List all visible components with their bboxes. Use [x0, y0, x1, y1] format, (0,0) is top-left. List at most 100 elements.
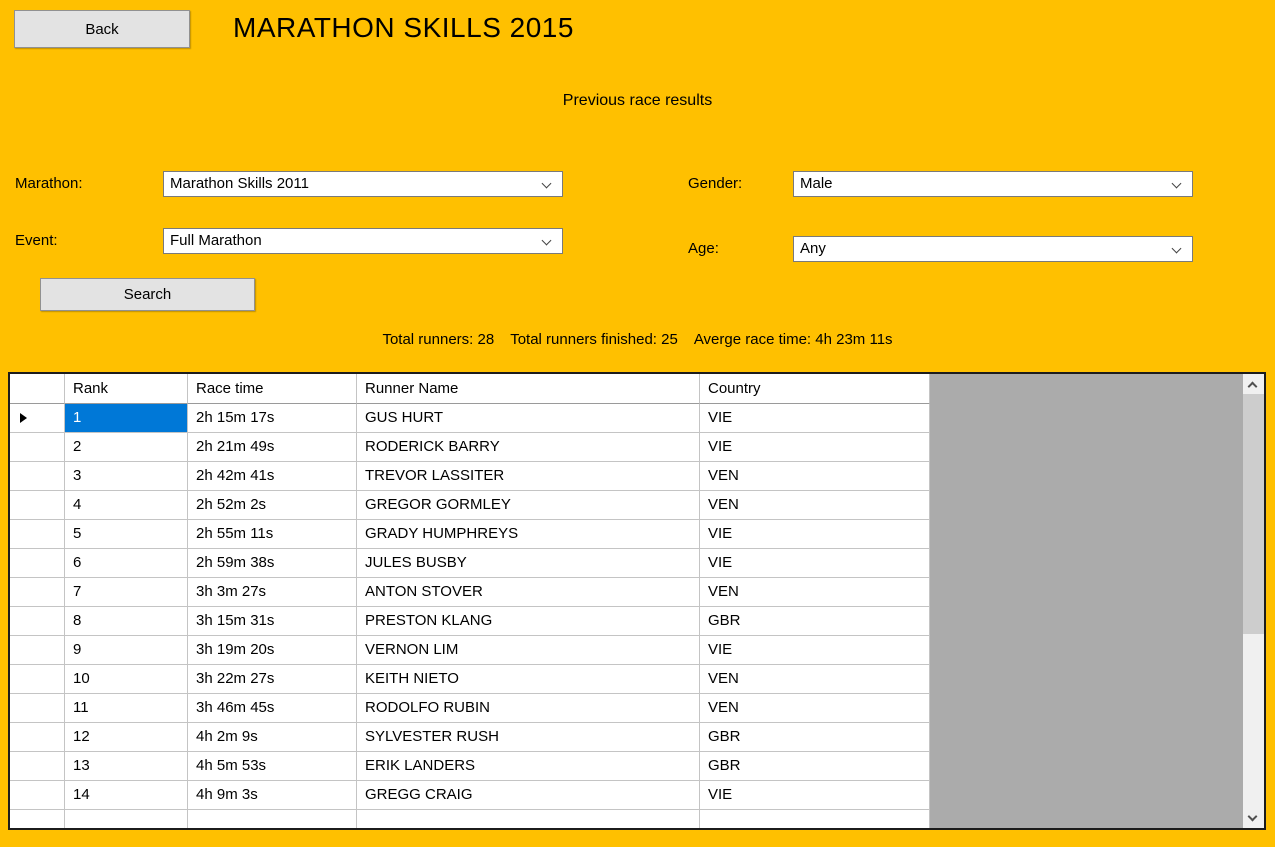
cell-rank[interactable]: 6 — [65, 549, 188, 578]
row-header-cell[interactable] — [10, 404, 65, 433]
cell-race-time[interactable]: 2h 59m 38s — [188, 549, 357, 578]
table-row[interactable]: 7 3h 3m 27s ANTON STOVER VEN — [10, 578, 930, 607]
cell-race-time[interactable]: 3h 3m 27s — [188, 578, 357, 607]
marathon-select[interactable]: Marathon Skills 2011 — [163, 171, 563, 197]
table-row[interactable]: 11 3h 46m 45s RODOLFO RUBIN VEN — [10, 694, 930, 723]
cell-rank[interactable]: 2 — [65, 433, 188, 462]
cell-runner-name[interactable]: GUS HURT — [357, 404, 700, 433]
cell-race-time[interactable]: 3h 19m 20s — [188, 636, 357, 665]
cell-race-time[interactable]: 4h 2m 9s — [188, 723, 357, 752]
cell-country[interactable] — [700, 810, 930, 828]
event-select[interactable]: Full Marathon — [163, 228, 563, 254]
scroll-up-button[interactable] — [1243, 374, 1264, 394]
row-header-cell[interactable] — [10, 665, 65, 694]
column-header-country[interactable]: Country — [700, 374, 930, 404]
cell-country[interactable]: VIE — [700, 549, 930, 578]
cell-country[interactable]: VEN — [700, 462, 930, 491]
cell-runner-name[interactable]: ERIK LANDERS — [357, 752, 700, 781]
cell-race-time[interactable]: 3h 15m 31s — [188, 607, 357, 636]
cell-rank[interactable]: 8 — [65, 607, 188, 636]
cell-country[interactable]: VIE — [700, 520, 930, 549]
row-header-cell[interactable] — [10, 607, 65, 636]
cell-race-time[interactable]: 4h 9m 3s — [188, 781, 357, 810]
table-row[interactable]: 5 2h 55m 11s GRADY HUMPHREYS VIE — [10, 520, 930, 549]
cell-rank[interactable]: 14 — [65, 781, 188, 810]
cell-rank[interactable]: 5 — [65, 520, 188, 549]
table-row[interactable]: 4 2h 52m 2s GREGOR GORMLEY VEN — [10, 491, 930, 520]
cell-rank[interactable]: 3 — [65, 462, 188, 491]
row-header-cell[interactable] — [10, 694, 65, 723]
cell-runner-name[interactable]: VERNON LIM — [357, 636, 700, 665]
scrollbar-thumb[interactable] — [1243, 394, 1264, 634]
cell-race-time[interactable]: 3h 22m 27s — [188, 665, 357, 694]
cell-rank[interactable] — [65, 810, 188, 828]
row-header-cell[interactable] — [10, 578, 65, 607]
cell-race-time[interactable] — [188, 810, 357, 828]
cell-rank[interactable]: 7 — [65, 578, 188, 607]
corner-header-cell[interactable] — [10, 374, 65, 404]
table-row[interactable]: 10 3h 22m 27s KEITH NIETO VEN — [10, 665, 930, 694]
cell-country[interactable]: VIE — [700, 404, 930, 433]
cell-race-time[interactable]: 4h 5m 53s — [188, 752, 357, 781]
cell-runner-name[interactable]: TREVOR LASSITER — [357, 462, 700, 491]
cell-race-time[interactable]: 2h 15m 17s — [188, 404, 357, 433]
gender-select[interactable]: Male — [793, 171, 1193, 197]
column-header-race-time[interactable]: Race time — [188, 374, 357, 404]
cell-rank[interactable]: 11 — [65, 694, 188, 723]
cell-runner-name[interactable]: PRESTON KLANG — [357, 607, 700, 636]
table-row-partial[interactable] — [10, 810, 930, 828]
row-header-cell[interactable] — [10, 462, 65, 491]
back-button[interactable]: Back — [14, 10, 190, 48]
table-row[interactable]: 2 2h 21m 49s RODERICK BARRY VIE — [10, 433, 930, 462]
cell-runner-name[interactable]: GRADY HUMPHREYS — [357, 520, 700, 549]
cell-country[interactable]: VIE — [700, 636, 930, 665]
cell-rank[interactable]: 10 — [65, 665, 188, 694]
cell-runner-name[interactable]: ANTON STOVER — [357, 578, 700, 607]
cell-rank[interactable]: 4 — [65, 491, 188, 520]
row-header-cell[interactable] — [10, 810, 65, 828]
column-header-runner-name[interactable]: Runner Name — [357, 374, 700, 404]
table-row[interactable]: 9 3h 19m 20s VERNON LIM VIE — [10, 636, 930, 665]
table-row[interactable]: 12 4h 2m 9s SYLVESTER RUSH GBR — [10, 723, 930, 752]
column-header-rank[interactable]: Rank — [65, 374, 188, 404]
table-row[interactable]: 14 4h 9m 3s GREGG CRAIG VIE — [10, 781, 930, 810]
row-header-cell[interactable] — [10, 433, 65, 462]
scroll-down-button[interactable] — [1243, 808, 1264, 828]
cell-country[interactable]: VEN — [700, 665, 930, 694]
table-row[interactable]: 1 2h 15m 17s GUS HURT VIE — [10, 404, 930, 433]
vertical-scrollbar[interactable] — [1243, 374, 1264, 828]
search-button[interactable]: Search — [40, 278, 255, 311]
cell-race-time[interactable]: 2h 42m 41s — [188, 462, 357, 491]
cell-race-time[interactable]: 3h 46m 45s — [188, 694, 357, 723]
cell-rank[interactable]: 12 — [65, 723, 188, 752]
cell-country[interactable]: VEN — [700, 694, 930, 723]
age-select[interactable]: Any — [793, 236, 1193, 262]
cell-country[interactable]: GBR — [700, 723, 930, 752]
cell-rank[interactable]: 1 — [65, 404, 188, 433]
cell-country[interactable]: GBR — [700, 752, 930, 781]
row-header-cell[interactable] — [10, 549, 65, 578]
cell-runner-name[interactable]: KEITH NIETO — [357, 665, 700, 694]
cell-runner-name[interactable]: JULES BUSBY — [357, 549, 700, 578]
row-header-cell[interactable] — [10, 781, 65, 810]
cell-runner-name[interactable]: SYLVESTER RUSH — [357, 723, 700, 752]
cell-country[interactable]: VEN — [700, 491, 930, 520]
table-row[interactable]: 8 3h 15m 31s PRESTON KLANG GBR — [10, 607, 930, 636]
table-row[interactable]: 13 4h 5m 53s ERIK LANDERS GBR — [10, 752, 930, 781]
cell-runner-name[interactable]: RODERICK BARRY — [357, 433, 700, 462]
row-header-cell[interactable] — [10, 723, 65, 752]
cell-runner-name[interactable]: GREGG CRAIG — [357, 781, 700, 810]
cell-rank[interactable]: 9 — [65, 636, 188, 665]
cell-country[interactable]: GBR — [700, 607, 930, 636]
cell-runner-name[interactable]: GREGOR GORMLEY — [357, 491, 700, 520]
row-header-cell[interactable] — [10, 752, 65, 781]
cell-runner-name[interactable] — [357, 810, 700, 828]
row-header-cell[interactable] — [10, 491, 65, 520]
cell-country[interactable]: VIE — [700, 433, 930, 462]
row-header-cell[interactable] — [10, 636, 65, 665]
cell-race-time[interactable]: 2h 21m 49s — [188, 433, 357, 462]
cell-country[interactable]: VEN — [700, 578, 930, 607]
cell-runner-name[interactable]: RODOLFO RUBIN — [357, 694, 700, 723]
cell-country[interactable]: VIE — [700, 781, 930, 810]
row-header-cell[interactable] — [10, 520, 65, 549]
